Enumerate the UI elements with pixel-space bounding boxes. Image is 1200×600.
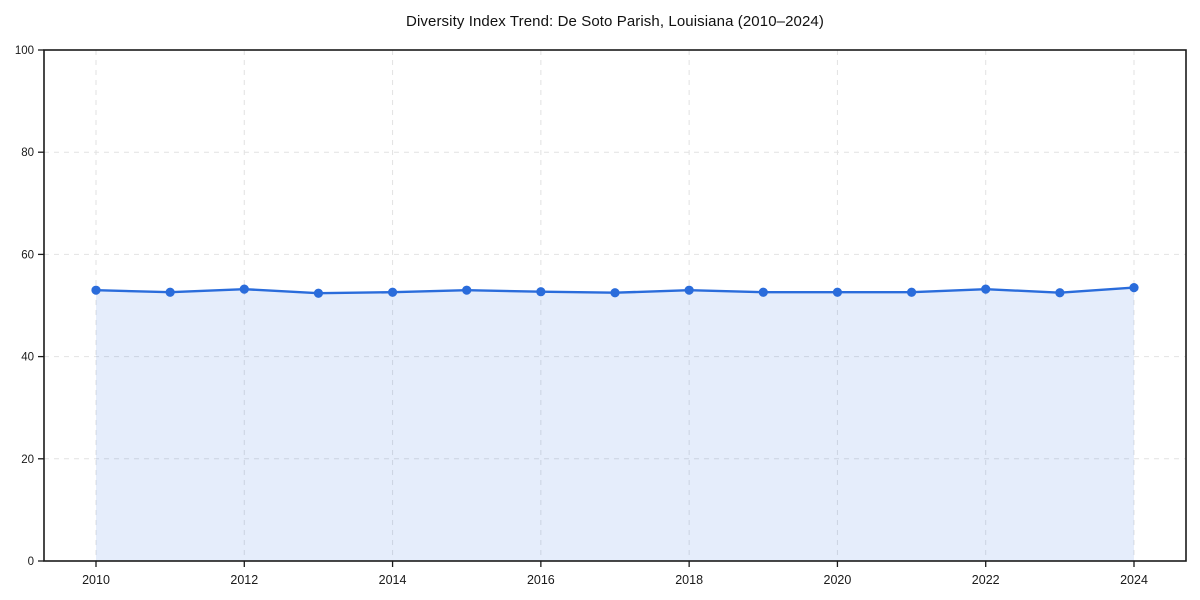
data-point-2019 xyxy=(758,287,768,297)
y-tick-label-40: 40 xyxy=(21,352,34,364)
plot-border xyxy=(43,49,1187,562)
y-tick-label-0: 0 xyxy=(28,556,34,568)
y-tick-label-80: 80 xyxy=(21,147,34,159)
data-point-2023 xyxy=(1055,288,1065,298)
y-tick-label-20: 20 xyxy=(21,454,34,466)
data-point-2021 xyxy=(906,287,917,297)
x-tick-label-2018: 2018 xyxy=(675,573,703,587)
x-tick-label-2024: 2024 xyxy=(1120,573,1148,587)
data-point-2011 xyxy=(165,287,175,297)
data-point-2010 xyxy=(91,285,101,295)
x-tick-label-2012: 2012 xyxy=(230,573,258,587)
x-tick-label-2010: 2010 xyxy=(82,573,110,587)
x-tick-label-2020: 2020 xyxy=(824,573,852,587)
data-point-2024 xyxy=(1129,283,1139,293)
x-tick-label-2022: 2022 xyxy=(972,573,1000,587)
data-point-2015 xyxy=(462,285,472,295)
y-tick-label-100: 100 xyxy=(15,45,34,57)
data-point-2013 xyxy=(313,288,324,298)
data-point-2017 xyxy=(610,288,620,298)
x-tick-label-2016: 2016 xyxy=(527,573,555,587)
data-point-2020 xyxy=(832,287,843,297)
data-point-2022 xyxy=(981,284,991,294)
y-tick-label-60: 60 xyxy=(21,249,34,261)
x-tick-label-2014: 2014 xyxy=(379,573,407,587)
data-point-2018 xyxy=(684,285,694,295)
data-point-2016 xyxy=(536,287,546,297)
data-point-2012 xyxy=(239,284,249,294)
area-fill xyxy=(96,287,1134,561)
data-point-2014 xyxy=(387,287,398,297)
chart-title: Diversity Index Trend: De Soto Parish, L… xyxy=(406,13,824,30)
